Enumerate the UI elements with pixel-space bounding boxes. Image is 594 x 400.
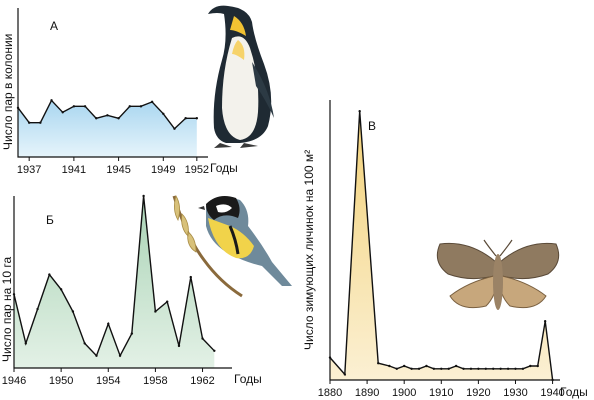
chart-b-point-8 <box>107 322 110 325</box>
chart-b-point-7 <box>95 354 98 357</box>
chart-c-point-16 <box>477 367 480 370</box>
chart-a-panel-label: А <box>50 19 58 33</box>
chart-b-area <box>14 196 215 368</box>
chart-a-point-8 <box>106 114 109 117</box>
chart-b-point-17 <box>213 349 216 352</box>
chart-b-point-15 <box>189 275 192 279</box>
chart-c-tick-label-0: 1880 <box>318 387 342 399</box>
chart-b-point-16 <box>201 337 204 340</box>
chart-c-point-5 <box>395 367 398 370</box>
chart-b-point-1 <box>24 342 27 345</box>
chart-a-point-4 <box>61 111 64 114</box>
chart-a-area <box>18 100 197 157</box>
chart-c-point-7 <box>410 367 413 370</box>
chart-c-xlabel: Годы <box>560 385 588 399</box>
chart-a-point-16 <box>195 117 199 120</box>
chart-b: 1946 1950 1954 1958 1962 Б Годы Число пар на… <box>0 194 262 387</box>
chart-c-point-19 <box>499 367 502 370</box>
chart-b-point-4 <box>59 288 63 291</box>
chart-b-tick-label-2: 1954 <box>96 375 120 387</box>
chart-b-tick-label-4: 1962 <box>190 375 214 387</box>
chart-b-panel-label: Б <box>46 213 54 227</box>
moth-icon <box>436 239 560 310</box>
chart-a-point-10 <box>128 105 131 108</box>
chart-c-tick-label-4: 1920 <box>466 387 490 399</box>
chart-a-point-9 <box>117 117 120 120</box>
chart-c-point-2 <box>358 110 361 113</box>
chart-a-xlabel: Годы <box>210 161 238 175</box>
chart-b-point-3 <box>48 273 51 276</box>
chart-b-point-13 <box>165 300 169 303</box>
chart-b-point-9 <box>118 354 122 357</box>
chart-a-tick-label-0: 1937 <box>17 164 41 176</box>
chart-a-point-3 <box>50 99 53 102</box>
chart-b-tick-label-1: 1950 <box>49 375 73 387</box>
chart-a-ylabel: Число пар в колонии <box>1 34 15 150</box>
chart-a-tick-label-1: 1941 <box>62 164 86 176</box>
chart-c-area <box>330 111 553 380</box>
chart-b-line <box>13 195 215 358</box>
chart-a-tick-label-2: 1945 <box>106 164 130 176</box>
chart-c-point-1 <box>343 373 347 376</box>
chart-c-point-23 <box>529 364 532 368</box>
chart-c-point-9 <box>425 364 428 368</box>
chart-c-tick-label-1: 1890 <box>355 387 379 399</box>
chart-c-tick-label-3: 1910 <box>429 387 453 399</box>
chart-c: 1880 1890 1900 1910 1920 1930 1940 В Годы Числ… <box>302 100 588 399</box>
chart-c-point-25 <box>543 320 547 323</box>
chart-c-point-12 <box>447 367 450 370</box>
chart-a-point-7 <box>95 117 98 120</box>
chart-b-point-12 <box>154 310 157 313</box>
chart-b-point-14 <box>177 344 181 348</box>
chart-b-tick-label-3: 1958 <box>143 375 167 387</box>
chart-a-axes <box>17 8 208 158</box>
chart-c-point-21 <box>514 367 517 370</box>
chart-a-point-13 <box>162 112 165 115</box>
chart-a-point-5 <box>72 105 76 108</box>
chart-a-tick-label-3: 1949 <box>151 164 175 176</box>
chart-b-point-6 <box>83 342 86 345</box>
chart-a-point-1 <box>27 121 31 124</box>
penguin-icon <box>208 5 274 148</box>
chart-a-tick-label-4: 1952 <box>185 164 209 176</box>
chart-c-point-11 <box>440 367 443 370</box>
chart-c-point-14 <box>462 367 465 370</box>
chart-c-tick-label-2: 1900 <box>392 387 416 399</box>
chart-c-point-6 <box>402 364 406 368</box>
chart-b-ylabel: Число пар на 10 га <box>0 257 14 362</box>
chart-c-ylabel: Число зимующих личинок на 100 м² <box>302 150 316 350</box>
chart-a-point-6 <box>83 105 87 108</box>
chart-c-point-15 <box>469 367 473 370</box>
chart-b-tick-label-0: 1946 <box>2 375 26 387</box>
chart-a-point-12 <box>150 100 154 104</box>
chart-c-tick-label-5: 1930 <box>503 387 527 399</box>
chart-c-point-8 <box>417 367 421 370</box>
chart-c-point-18 <box>492 367 495 370</box>
chart-b-point-2 <box>36 307 39 311</box>
chart-c-point-22 <box>521 367 525 370</box>
chart-c-panel-label: В <box>368 119 376 133</box>
chart-c-tick-label-6: 1940 <box>540 387 564 399</box>
chart-b-xlabel: Годы <box>234 372 262 386</box>
chart-a-point-14 <box>173 127 176 130</box>
titmouse-icon <box>172 195 292 298</box>
chart-b-point-10 <box>130 332 134 335</box>
chart-c-point-24 <box>536 364 539 368</box>
chart-a-point-11 <box>139 105 143 108</box>
chart-b-point-11 <box>142 194 145 198</box>
chart-c-point-17 <box>484 367 488 370</box>
chart-c-point-13 <box>454 364 458 368</box>
chart-c-point-20 <box>506 367 510 370</box>
chart-c-point-4 <box>388 364 391 368</box>
chart-a-point-2 <box>39 121 42 124</box>
chart-c-point-3 <box>377 362 380 365</box>
chart-c-point-10 <box>432 367 436 370</box>
chart-a: 1937 1941 1945 1949 1952 А Годы Число пар в … <box>1 8 238 176</box>
chart-a-point-15 <box>184 117 187 120</box>
chart-b-point-5 <box>71 310 75 313</box>
